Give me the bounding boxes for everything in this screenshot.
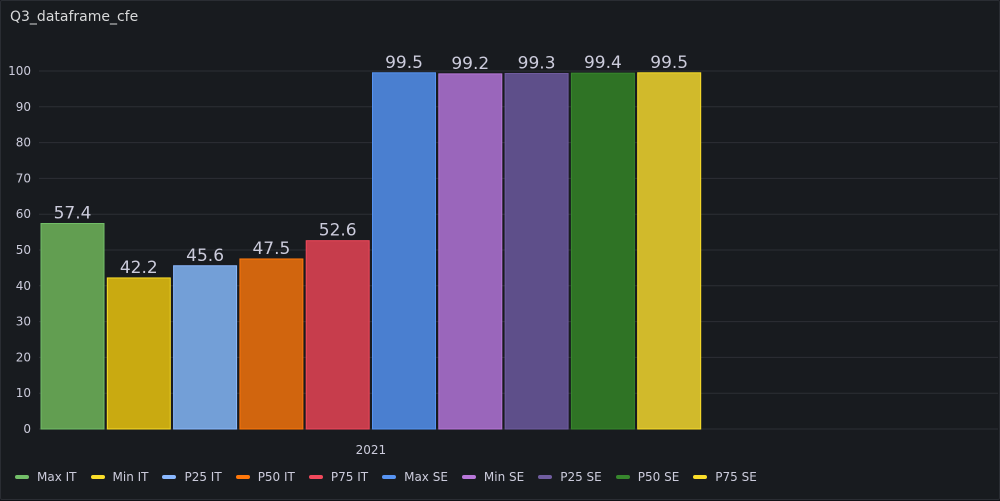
bar	[305, 240, 370, 430]
y-tick-label: 50	[16, 243, 31, 257]
data-label: 42.2	[120, 258, 158, 278]
legend-item[interactable]: P25 SE	[538, 470, 602, 484]
legend-item[interactable]: Min IT	[90, 470, 149, 484]
legend-swatch	[693, 475, 708, 479]
x-tick-label: 2021	[356, 443, 387, 457]
legend: Max IT Min IT P25 IT P50 IT P75 IT Max SE Min …	[15, 470, 771, 484]
legend-label: P25 IT	[184, 470, 222, 484]
data-label: 45.6	[186, 246, 224, 266]
legend-item[interactable]: P50 SE	[615, 470, 680, 484]
legend-label: Max SE	[404, 470, 448, 484]
data-label: 99.5	[650, 53, 688, 73]
bar	[106, 277, 171, 430]
data-label: 52.6	[319, 221, 357, 241]
legend-label: P25 SE	[560, 470, 602, 484]
panel-title[interactable]: Q3_dataframe_cfe	[10, 9, 139, 25]
y-tick-label: 100	[8, 64, 31, 78]
legend-swatch	[235, 475, 250, 479]
legend-swatch	[461, 475, 476, 479]
y-tick-label: 80	[16, 136, 31, 150]
legend-swatch	[615, 475, 630, 479]
legend-label: P50 SE	[637, 470, 680, 484]
legend-swatch	[538, 475, 553, 479]
y-tick-label: 90	[16, 100, 31, 114]
data-label: 99.5	[385, 53, 423, 73]
bar	[372, 72, 436, 430]
bar	[173, 265, 238, 430]
legend-label: P75 IT	[330, 470, 369, 484]
data-label: 99.3	[518, 54, 556, 74]
y-tick-label: 20	[16, 350, 31, 364]
legend-label: Max IT	[37, 470, 77, 484]
legend-item[interactable]: P75 IT	[308, 470, 369, 484]
legend-swatch	[382, 475, 397, 479]
legend-item[interactable]: Max SE	[382, 470, 448, 484]
bar	[438, 73, 503, 430]
legend-swatch	[308, 475, 323, 479]
legend-item[interactable]: P50 IT	[235, 470, 295, 484]
legend-item[interactable]: P75 SE	[693, 470, 757, 484]
data-label: 57.4	[54, 204, 92, 224]
data-label: 99.4	[584, 53, 622, 73]
data-label: 99.2	[451, 54, 489, 74]
legend-label: P75 SE	[715, 470, 757, 484]
bar	[504, 73, 569, 430]
legend-label: P50 IT	[257, 470, 295, 484]
y-tick-label: 40	[16, 279, 31, 293]
y-tick-label: 0	[23, 422, 31, 436]
bar	[570, 72, 635, 430]
y-tick-label: 60	[16, 207, 31, 221]
legend-swatch	[90, 475, 105, 479]
legend-swatch	[15, 475, 29, 479]
bar	[239, 258, 304, 430]
legend-item[interactable]: Min SE	[461, 470, 525, 484]
y-tick-label: 70	[16, 171, 31, 185]
bar	[40, 223, 105, 430]
legend-item[interactable]: Max IT	[15, 470, 77, 484]
legend-item[interactable]: P25 IT	[162, 470, 222, 484]
bar	[637, 72, 702, 430]
y-tick-label: 10	[16, 386, 31, 400]
legend-label: Min SE	[483, 470, 525, 484]
legend-swatch	[162, 475, 177, 479]
data-label: 47.5	[252, 239, 290, 259]
legend-label: Min IT	[112, 470, 149, 484]
y-tick-label: 30	[16, 315, 31, 329]
